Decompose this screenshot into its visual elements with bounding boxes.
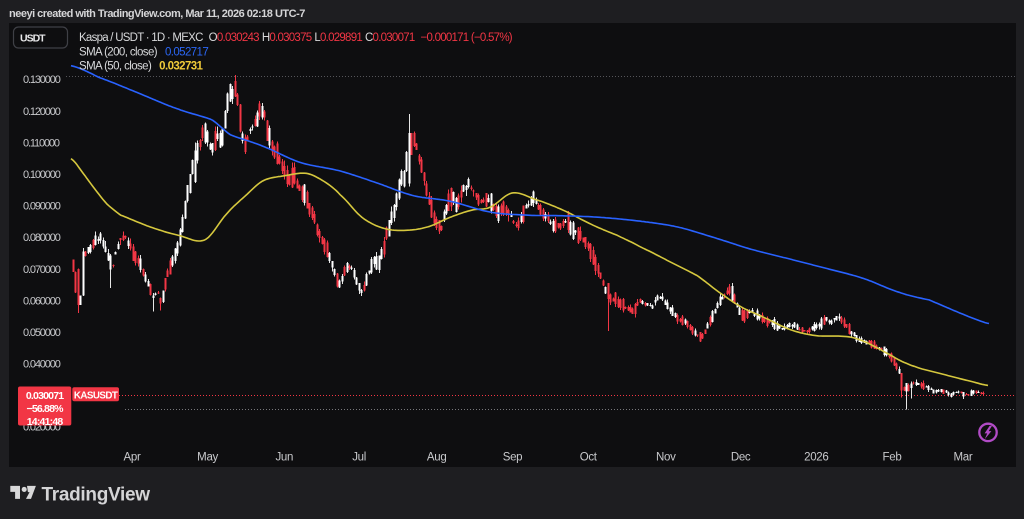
- svg-text:Jul: Jul: [352, 451, 366, 463]
- svg-text:SMA (200, close)0.052717: SMA (200, close) 0.052717: [79, 47, 208, 59]
- svg-text:0.110000: 0.110000: [23, 137, 60, 149]
- svg-text:Jun: Jun: [275, 451, 293, 463]
- svg-text:2026: 2026: [804, 451, 828, 463]
- svg-text:0.100000: 0.100000: [23, 169, 61, 181]
- svg-text:TradingView: TradingView: [42, 485, 151, 506]
- svg-text:14:41:48: 14:41:48: [27, 416, 64, 428]
- svg-text:Apr: Apr: [124, 451, 141, 463]
- svg-text:0.090000: 0.090000: [23, 201, 61, 213]
- svg-text:−56.88%: −56.88%: [27, 403, 65, 415]
- svg-text:Feb: Feb: [883, 451, 902, 463]
- svg-text:0.080000: 0.080000: [23, 232, 61, 244]
- svg-text:USDT: USDT: [20, 33, 46, 45]
- svg-text:0.050000: 0.050000: [23, 327, 61, 339]
- svg-text:0.040000: 0.040000: [23, 359, 61, 371]
- svg-text:May: May: [197, 451, 218, 463]
- svg-text:0.070000: 0.070000: [23, 264, 61, 276]
- svg-text:Mar: Mar: [953, 451, 972, 463]
- svg-text:Sep: Sep: [503, 451, 523, 463]
- svg-text:neeyi created with TradingView: neeyi created with TradingView.com, Mar …: [9, 8, 305, 20]
- svg-text:KASUSDT: KASUSDT: [74, 390, 118, 401]
- svg-text:0.060000: 0.060000: [23, 295, 61, 307]
- svg-text:Dec: Dec: [731, 451, 751, 463]
- svg-text:0.030071: 0.030071: [26, 390, 64, 402]
- svg-text:Oct: Oct: [580, 451, 598, 463]
- svg-text:0.120000: 0.120000: [23, 106, 61, 118]
- svg-text:Nov: Nov: [656, 451, 676, 463]
- svg-text:0.130000: 0.130000: [23, 74, 61, 86]
- svg-text:Aug: Aug: [427, 451, 447, 463]
- svg-text:SMA (50, close)0.032731: SMA (50, close) 0.032731: [79, 61, 204, 73]
